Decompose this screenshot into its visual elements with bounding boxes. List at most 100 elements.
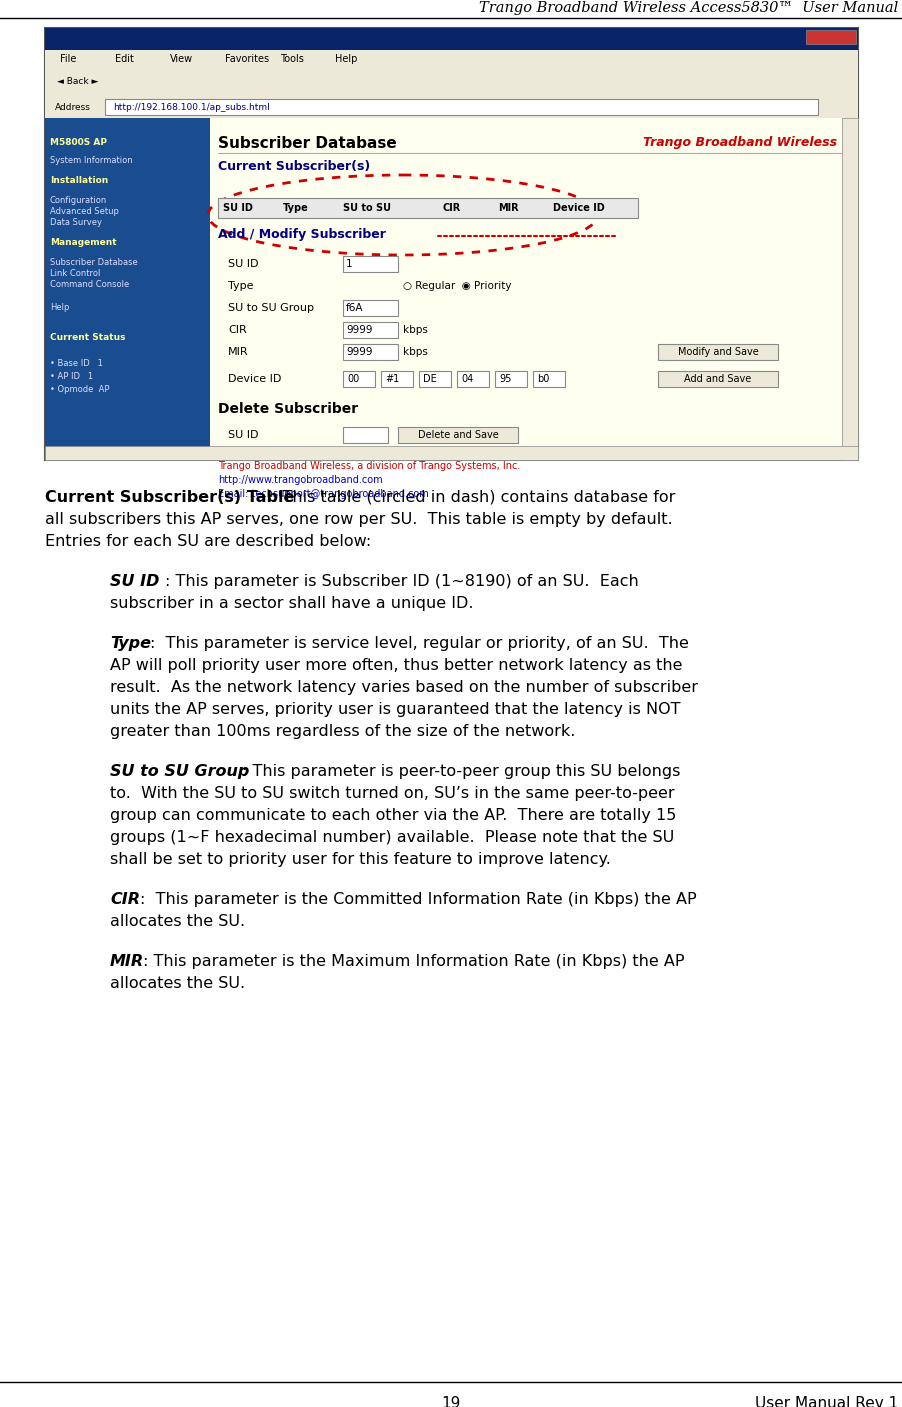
Text: User Manual Rev 1: User Manual Rev 1 bbox=[754, 1396, 897, 1407]
Text: 04: 04 bbox=[461, 374, 473, 384]
Text: allocates the SU.: allocates the SU. bbox=[110, 915, 244, 929]
Text: :  This parameter is the Committed Information Rate (in Kbps) the AP: : This parameter is the Committed Inform… bbox=[140, 892, 695, 908]
Text: groups (1~F hexadecimal number) available.  Please note that the SU: groups (1~F hexadecimal number) availabl… bbox=[110, 830, 674, 846]
Text: Trango Broadband Wireless, a division of Trango Systems, Inc.: Trango Broadband Wireless, a division of… bbox=[217, 461, 520, 471]
FancyBboxPatch shape bbox=[343, 300, 398, 317]
FancyBboxPatch shape bbox=[45, 118, 857, 460]
Text: M5800S AP: M5800S AP bbox=[50, 138, 106, 146]
FancyBboxPatch shape bbox=[45, 446, 857, 460]
Text: SU ID: SU ID bbox=[110, 574, 159, 590]
Text: Trango Broadband Wireless: Trango Broadband Wireless bbox=[642, 136, 836, 149]
Text: View: View bbox=[170, 53, 193, 63]
Text: AP will poll priority user more often, thus better network latency as the: AP will poll priority user more often, t… bbox=[110, 658, 682, 673]
Text: #1: #1 bbox=[384, 374, 399, 384]
FancyBboxPatch shape bbox=[45, 28, 857, 51]
Text: : This parameter is the Maximum Information Rate (in Kbps) the AP: : This parameter is the Maximum Informat… bbox=[143, 954, 684, 969]
FancyBboxPatch shape bbox=[45, 28, 857, 460]
FancyBboxPatch shape bbox=[105, 98, 817, 115]
Text: CIR: CIR bbox=[443, 203, 461, 212]
Text: shall be set to priority user for this feature to improve latency.: shall be set to priority user for this f… bbox=[110, 853, 610, 867]
FancyBboxPatch shape bbox=[398, 426, 518, 443]
Text: 1: 1 bbox=[345, 259, 353, 269]
Text: result.  As the network latency varies based on the number of subscriber: result. As the network latency varies ba… bbox=[110, 680, 697, 695]
Text: Entries for each SU are described below:: Entries for each SU are described below: bbox=[45, 535, 371, 549]
Text: • AP ID   1: • AP ID 1 bbox=[50, 371, 93, 381]
Text: all subscribers this AP serves, one row per SU.  This table is empty by default.: all subscribers this AP serves, one row … bbox=[45, 512, 672, 528]
Text: greater than 100ms regardless of the size of the network.: greater than 100ms regardless of the siz… bbox=[110, 725, 575, 739]
Text: allocates the SU.: allocates the SU. bbox=[110, 976, 244, 991]
Text: SU to SU: SU to SU bbox=[343, 203, 391, 212]
Text: File: File bbox=[60, 53, 77, 63]
Text: Management: Management bbox=[50, 238, 116, 248]
Text: Data Survey: Data Survey bbox=[50, 218, 102, 227]
Text: Add and Save: Add and Save bbox=[684, 374, 750, 384]
FancyBboxPatch shape bbox=[343, 343, 398, 360]
FancyBboxPatch shape bbox=[841, 118, 857, 460]
Text: • Opmode  AP: • Opmode AP bbox=[50, 386, 109, 394]
Text: Edit: Edit bbox=[115, 53, 133, 63]
Text: CIR: CIR bbox=[227, 325, 246, 335]
Text: System Information: System Information bbox=[50, 156, 133, 165]
Text: Address: Address bbox=[55, 103, 91, 111]
FancyBboxPatch shape bbox=[45, 68, 857, 96]
Text: Installation: Installation bbox=[50, 176, 108, 184]
Text: http://www.trangobroadband.com: http://www.trangobroadband.com bbox=[217, 476, 382, 485]
Text: ○ Regular  ◉ Priority: ○ Regular ◉ Priority bbox=[402, 281, 511, 291]
Text: : This table (circled in dash) contains database for: : This table (circled in dash) contains … bbox=[272, 490, 675, 505]
Text: Trango Broadband Wireless Access5830™  User Manual: Trango Broadband Wireless Access5830™ Us… bbox=[478, 1, 897, 15]
Text: Current Status: Current Status bbox=[50, 333, 125, 342]
Text: MIR: MIR bbox=[227, 348, 248, 357]
Text: Tools: Tools bbox=[280, 53, 304, 63]
Text: MIR: MIR bbox=[497, 203, 518, 212]
Text: b0: b0 bbox=[537, 374, 548, 384]
FancyBboxPatch shape bbox=[658, 371, 778, 387]
Text: Help: Help bbox=[50, 303, 69, 312]
Text: Current Subscriber(s) Table: Current Subscriber(s) Table bbox=[45, 490, 294, 505]
Text: units the AP serves, priority user is guaranteed that the latency is NOT: units the AP serves, priority user is gu… bbox=[110, 702, 680, 718]
FancyBboxPatch shape bbox=[532, 371, 565, 387]
Text: :  This parameter is service level, regular or priority, of an SU.  The: : This parameter is service level, regul… bbox=[150, 636, 688, 651]
Text: f6A: f6A bbox=[345, 303, 364, 312]
Text: Subscriber Database: Subscriber Database bbox=[217, 136, 396, 151]
Text: Current Subscriber(s): Current Subscriber(s) bbox=[217, 160, 370, 173]
FancyBboxPatch shape bbox=[419, 371, 450, 387]
Text: Email: techsupport@trangobroadband.com: Email: techsupport@trangobroadband.com bbox=[217, 490, 428, 499]
Text: Subscriber Database: Subscriber Database bbox=[50, 257, 138, 267]
Text: Type: Type bbox=[110, 636, 151, 651]
FancyBboxPatch shape bbox=[805, 30, 855, 44]
Text: MIR: MIR bbox=[110, 954, 144, 969]
FancyBboxPatch shape bbox=[456, 371, 489, 387]
Text: 95: 95 bbox=[499, 374, 511, 384]
Text: group can communicate to each other via the AP.  There are totally 15: group can communicate to each other via … bbox=[110, 808, 676, 823]
Text: http://192.168.100.1/ap_subs.html: http://192.168.100.1/ap_subs.html bbox=[113, 103, 270, 111]
Text: CIR: CIR bbox=[110, 892, 140, 908]
Text: 19: 19 bbox=[441, 1396, 461, 1407]
Text: Command Console: Command Console bbox=[50, 280, 129, 288]
Text: : This parameter is Subscriber ID (1~8190) of an SU.  Each: : This parameter is Subscriber ID (1~819… bbox=[165, 574, 638, 590]
Text: 00: 00 bbox=[346, 374, 359, 384]
FancyBboxPatch shape bbox=[217, 198, 638, 218]
FancyBboxPatch shape bbox=[343, 322, 398, 338]
FancyBboxPatch shape bbox=[658, 343, 778, 360]
FancyBboxPatch shape bbox=[343, 256, 398, 272]
Text: kbps: kbps bbox=[402, 348, 428, 357]
Text: Advanced Setup: Advanced Setup bbox=[50, 207, 119, 217]
Text: kbps: kbps bbox=[402, 325, 428, 335]
Text: Configuration: Configuration bbox=[50, 196, 107, 205]
FancyBboxPatch shape bbox=[45, 118, 210, 460]
FancyBboxPatch shape bbox=[45, 96, 857, 118]
Text: Add / Modify Subscriber: Add / Modify Subscriber bbox=[217, 228, 385, 241]
FancyBboxPatch shape bbox=[381, 371, 412, 387]
Text: Type: Type bbox=[227, 281, 253, 291]
Text: : This parameter is peer-to-peer group this SU belongs: : This parameter is peer-to-peer group t… bbox=[242, 764, 679, 779]
Text: subscriber in a sector shall have a unique ID.: subscriber in a sector shall have a uniq… bbox=[110, 597, 473, 611]
Text: Help: Help bbox=[335, 53, 357, 63]
Text: Type: Type bbox=[282, 203, 308, 212]
FancyBboxPatch shape bbox=[494, 371, 527, 387]
FancyBboxPatch shape bbox=[343, 426, 388, 443]
Text: SU to SU Group: SU to SU Group bbox=[227, 303, 314, 312]
FancyBboxPatch shape bbox=[343, 371, 374, 387]
Text: Delete Subscriber: Delete Subscriber bbox=[217, 402, 358, 416]
Text: Delete and Save: Delete and Save bbox=[417, 431, 498, 440]
FancyBboxPatch shape bbox=[45, 51, 857, 68]
